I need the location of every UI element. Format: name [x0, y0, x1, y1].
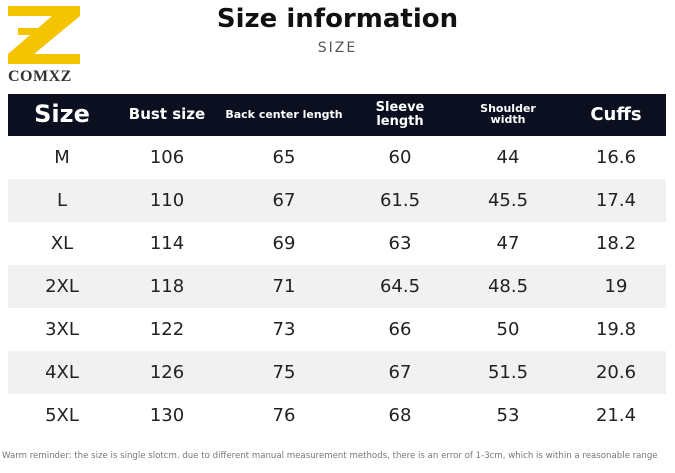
logo-z-bar [18, 28, 44, 35]
column-header-text: Sleeve length [375, 100, 425, 129]
header-row: Size Bust size Back center length Sleeve le… [8, 94, 666, 136]
subtitle: SIZE [317, 40, 358, 56]
table-cell: M [54, 147, 70, 168]
table-cell: 17.4 [566, 179, 666, 222]
table-cell: 64.5 [350, 265, 450, 308]
table-cell: 71 [218, 265, 350, 308]
column-header: Shoulder width [450, 94, 566, 136]
table-cell: 19.8 [595, 319, 637, 340]
table-cell: 66 [388, 319, 412, 340]
table-cell: 76 [272, 405, 296, 426]
table-cell: 5XL [45, 405, 79, 426]
column-header-text: Bust size [128, 105, 206, 124]
table-cell: 114 [149, 233, 185, 254]
table-cell: 122 [149, 319, 185, 340]
title: Size information [216, 4, 459, 34]
table-cell: L [8, 179, 116, 222]
column-header-text: Size [34, 100, 90, 129]
table-cell: 45.5 [450, 179, 566, 222]
table-cell: 53 [496, 405, 520, 426]
table-cell: 67 [218, 179, 350, 222]
column-header: Size [8, 94, 116, 136]
column-header: Bust size [116, 94, 218, 136]
table-cell: 118 [116, 265, 218, 308]
table-row: 2XL 118 71 64.5 48.5 19 [8, 265, 666, 308]
table-cell: 75 [218, 351, 350, 394]
table-row: XL 114 69 63 47 18.2 [8, 222, 666, 265]
table-row: M 106 65 60 44 16.6 [8, 136, 666, 179]
table-row: L 110 67 61.5 45.5 17.4 [8, 179, 666, 222]
table-cell: 60 [388, 147, 412, 168]
table-cell: 130 [149, 405, 185, 426]
table-cell: 126 [116, 351, 218, 394]
table-cell: 48.5 [450, 265, 566, 308]
footer-note: Warm reminder: the size is single slotcm… [2, 451, 658, 461]
table-cell: 21.4 [595, 405, 637, 426]
table-cell: 51.5 [450, 351, 566, 394]
table-cell: 63 [388, 233, 412, 254]
table-cell: 50 [496, 319, 520, 340]
table-cell: 68 [388, 405, 412, 426]
table-body: M 106 65 60 44 16.6 L 110 67 61.5 45.5 17.4 XL 114 69 6… [8, 136, 666, 437]
column-header: Sleeve length [350, 94, 450, 136]
column-header: Cuffs [566, 94, 666, 136]
table-row: 3XL 122 73 66 50 19.8 [8, 308, 666, 351]
table-cell: 61.5 [350, 179, 450, 222]
table-cell: 44 [496, 147, 520, 168]
table-cell: 67 [350, 351, 450, 394]
logo-text: COMXZ [8, 68, 72, 85]
table-cell: 18.2 [595, 233, 637, 254]
table-row: 5XL 130 76 68 53 21.4 [8, 394, 666, 437]
column-header-text: Shoulder width [480, 101, 536, 127]
table-cell: 47 [496, 233, 520, 254]
table-cell: 65 [272, 147, 296, 168]
table-cell: 69 [272, 233, 296, 254]
table-cell: 16.6 [595, 147, 637, 168]
table-cell: 20.6 [566, 351, 666, 394]
table-cell: 3XL [45, 319, 79, 340]
column-header-text: Back center length [225, 108, 343, 122]
logo-z [8, 6, 80, 64]
table-cell: 110 [116, 179, 218, 222]
table-cell: 19 [566, 265, 666, 308]
table-cell: XL [50, 233, 74, 254]
column-header: Back center length [218, 94, 350, 136]
table-cell: 106 [149, 147, 185, 168]
table-cell: 4XL [8, 351, 116, 394]
table-cell: 2XL [8, 265, 116, 308]
column-header-text: Cuffs [590, 103, 642, 125]
size-table: Size Bust size Back center length Sleeve le… [8, 94, 666, 437]
logo-mark [8, 6, 80, 64]
table-row: 4XL 126 75 67 51.5 20.6 [8, 351, 666, 394]
table-cell: 73 [272, 319, 296, 340]
